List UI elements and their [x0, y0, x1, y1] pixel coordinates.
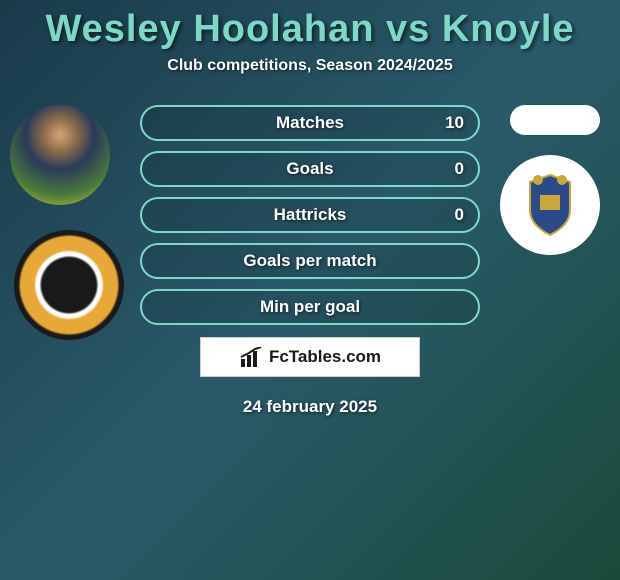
crest-icon	[520, 170, 580, 240]
stat-label: Goals per match	[243, 251, 376, 271]
stat-bars: Matches 10 Goals 0 Hattricks 0 Goals per…	[140, 105, 480, 325]
content-area: CU Matches 10 Goals 0 Hattricks 0 Goals …	[0, 105, 620, 417]
stat-row-goals: Goals 0	[140, 151, 480, 187]
stat-row-matches: Matches 10	[140, 105, 480, 141]
stat-value: 0	[455, 205, 464, 225]
page-title: Wesley Hoolahan vs Knoyle	[0, 8, 620, 51]
page-subtitle: Club competitions, Season 2024/2025	[0, 57, 620, 75]
header: Wesley Hoolahan vs Knoyle Club competiti…	[0, 0, 620, 75]
stat-label: Goals	[286, 159, 333, 179]
footer-date: 24 february 2025	[0, 397, 620, 417]
stat-row-goals-per-match: Goals per match	[140, 243, 480, 279]
stat-label: Min per goal	[260, 297, 360, 317]
stat-row-min-per-goal: Min per goal	[140, 289, 480, 325]
club-logo-right	[500, 155, 600, 255]
club-logo-left-text: CU	[52, 271, 87, 299]
stat-row-hattricks: Hattricks 0	[140, 197, 480, 233]
player-badge-right	[510, 105, 600, 135]
stat-label: Hattricks	[274, 205, 347, 225]
brand-logo-content: FcTables.com	[239, 347, 381, 367]
stat-value: 0	[455, 159, 464, 179]
club-logo-left: CU	[14, 230, 124, 340]
brand-text: FcTables.com	[269, 347, 381, 367]
stat-label: Matches	[276, 113, 344, 133]
chart-icon	[239, 347, 265, 367]
player-photo-left	[10, 105, 110, 205]
brand-logo-box[interactable]: FcTables.com	[200, 337, 420, 377]
stat-value: 10	[445, 113, 464, 133]
